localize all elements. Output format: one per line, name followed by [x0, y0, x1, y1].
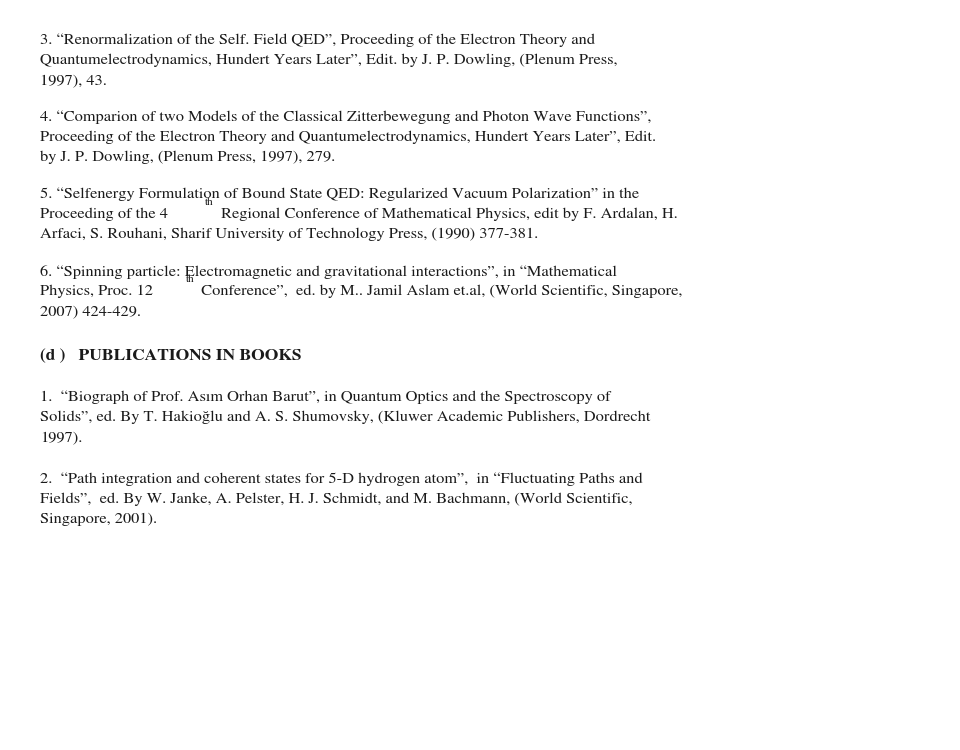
Text: (d )   PUBLICATIONS IN BOOKS: (d ) PUBLICATIONS IN BOOKS — [40, 349, 301, 363]
Text: Solids”, ed. By T. Hakioğlu and A. S. Shumovsky, (Kluwer Academic Publishers, Do: Solids”, ed. By T. Hakioğlu and A. S. Sh… — [40, 410, 651, 424]
Text: th: th — [186, 274, 195, 284]
Text: Conference”,  ed. by M.. Jamil Aslam et.al, (World Scientific, Singapore,: Conference”, ed. by M.. Jamil Aslam et.a… — [198, 285, 683, 298]
Text: Quantumelectrodynamics, Hundert Years Later”, Edit. by J. P. Dowling, (Plenum Pr: Quantumelectrodynamics, Hundert Years La… — [40, 53, 618, 67]
Text: Physics, Proc. 12: Physics, Proc. 12 — [40, 285, 154, 298]
Text: Fields”,  ed. By W. Janke, A. Pelster, H. J. Schmidt, and M. Bachmann, (World Sc: Fields”, ed. By W. Janke, A. Pelster, H.… — [40, 493, 633, 506]
Text: Singapore, 2001).: Singapore, 2001). — [40, 513, 157, 526]
Text: th: th — [205, 197, 214, 207]
Text: 6. “Spinning particle: Electromagnetic and gravitational interactions”, in “Math: 6. “Spinning particle: Electromagnetic a… — [40, 265, 617, 279]
Text: by J. P. Dowling, (Plenum Press, 1997), 279.: by J. P. Dowling, (Plenum Press, 1997), … — [40, 151, 336, 164]
Text: 1.  “Biograph of Prof. Asım Orhan Barut”, in Quantum Optics and the Spectroscopy: 1. “Biograph of Prof. Asım Orhan Barut”,… — [40, 390, 611, 404]
Text: 2007) 424-429.: 2007) 424-429. — [40, 305, 141, 319]
Text: 3. “Renormalization of the Self. Field QED”, Proceeding of the Electron Theory a: 3. “Renormalization of the Self. Field Q… — [40, 33, 595, 46]
Text: Regional Conference of Mathematical Physics, edit by F. Ardalan, H.: Regional Conference of Mathematical Phys… — [217, 208, 678, 221]
Text: 2.  “Path integration and coherent states for 5-D hydrogen atom”,  in “Fluctuati: 2. “Path integration and coherent states… — [40, 472, 643, 486]
Text: 4. “Comparion of two Models of the Classical Zitterbewegung and Photon Wave Func: 4. “Comparion of two Models of the Class… — [40, 110, 652, 124]
Text: 5. “Selfenergy Formulation of Bound State QED: Regularized Vacuum Polarization” : 5. “Selfenergy Formulation of Bound Stat… — [40, 188, 639, 201]
Text: Arfaci, S. Rouhani, Sharif University of Technology Press, (1990) 377-381.: Arfaci, S. Rouhani, Sharif University of… — [40, 228, 539, 242]
Text: 1997).: 1997). — [40, 430, 83, 444]
Text: Proceeding of the Electron Theory and Quantumelectrodynamics, Hundert Years Late: Proceeding of the Electron Theory and Qu… — [40, 130, 657, 144]
Text: Proceeding of the 4: Proceeding of the 4 — [40, 208, 168, 221]
Text: 1997), 43.: 1997), 43. — [40, 74, 108, 87]
